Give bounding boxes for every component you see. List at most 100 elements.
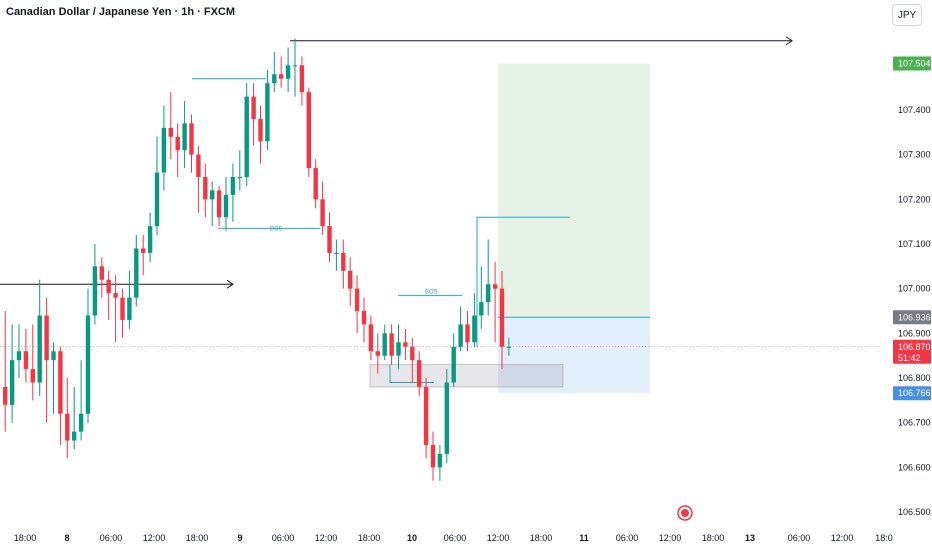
candle-body <box>23 351 29 370</box>
x-tick-label: 12:00 <box>659 533 682 543</box>
candle-body <box>58 351 63 414</box>
chart-title: Canadian Dollar / Japanese Yen · 1h · FX… <box>6 6 236 18</box>
x-tick-label: 18:0 <box>875 533 893 543</box>
bos-label: BOS <box>425 289 438 295</box>
candle-body <box>451 346 456 383</box>
candle-body <box>3 386 8 405</box>
x-tick-label: 10 <box>407 533 417 543</box>
candle-body <box>37 315 42 383</box>
candle-body <box>417 360 422 387</box>
profit-zone <box>498 63 650 318</box>
y-tick-label: 106.500 <box>898 507 931 517</box>
candle-body <box>182 123 187 151</box>
candle-body <box>265 83 270 142</box>
target-price-badge-text: 107.504 <box>898 59 931 69</box>
candle-body <box>403 342 408 347</box>
candle-body <box>423 386 429 446</box>
candle-body <box>272 74 277 84</box>
y-tick-label: 107.200 <box>898 194 931 204</box>
x-tick-label: 12:00 <box>487 533 510 543</box>
candle-body <box>85 315 91 414</box>
current-price-badge-countdown: 51:42 <box>898 353 921 363</box>
candle-body <box>210 190 215 200</box>
entry-price-badge <box>893 310 931 325</box>
candle-body <box>292 65 298 67</box>
candle-body <box>216 190 222 218</box>
candle-body <box>30 369 35 383</box>
candle-body <box>486 284 491 303</box>
current-price-badge <box>893 339 931 364</box>
candle-body <box>375 351 380 356</box>
candle-body <box>92 266 98 316</box>
candle-body <box>147 226 153 253</box>
candle-body <box>99 266 104 280</box>
candle-body <box>368 324 374 352</box>
event-marker-icon[interactable] <box>677 505 693 521</box>
candle-body <box>113 293 118 298</box>
candle-body <box>479 302 484 316</box>
candle-body <box>244 96 249 178</box>
candle-body <box>348 270 353 289</box>
x-tick-label: 18:00 <box>186 533 209 543</box>
candle-body <box>382 333 387 356</box>
candle-body <box>203 177 208 200</box>
x-tick-label: 06:00 <box>444 533 467 543</box>
candle-body <box>410 346 415 361</box>
x-tick-label: 18:00 <box>14 533 37 543</box>
candle-body <box>51 351 56 361</box>
entry-price-badge-text: 106.936 <box>898 312 931 322</box>
x-tick-label: 8 <box>64 533 69 543</box>
candle-body <box>354 288 360 312</box>
candle-body <box>9 360 15 405</box>
x-tick-label: 12:00 <box>831 533 854 543</box>
x-tick-label: 12:00 <box>143 533 166 543</box>
candle-body <box>251 96 256 119</box>
stop-price-badge-text: 106.766 <box>898 388 931 398</box>
y-tick-label: 107.000 <box>898 284 931 294</box>
candle-body <box>361 311 367 325</box>
x-tick-label: 06:00 <box>100 533 123 543</box>
candle-body <box>444 382 449 454</box>
event-marker-dot <box>681 509 689 517</box>
candle-body <box>168 127 173 137</box>
x-tick-label: 12:00 <box>315 533 338 543</box>
x-tick-label: 06:00 <box>788 533 811 543</box>
stop-price-badge <box>893 386 931 401</box>
currency-button[interactable]: JPY <box>892 4 922 26</box>
candle-body <box>499 288 505 347</box>
x-tick-label: 06:00 <box>272 533 295 543</box>
candle-body <box>472 315 477 343</box>
candle-body <box>127 297 132 320</box>
candle-body <box>458 324 463 347</box>
candle-body <box>299 65 305 93</box>
target-structure-line <box>476 216 570 347</box>
candle-body <box>306 92 311 169</box>
x-tick-label: 13 <box>745 533 755 543</box>
x-tick-label: 18:00 <box>702 533 725 543</box>
y-tick-label: 106.700 <box>898 418 931 428</box>
candle-body <box>16 351 22 361</box>
y-tick-label: 106.600 <box>898 462 931 472</box>
y-tick-label: 106.800 <box>898 373 931 383</box>
x-tick-label: 18:00 <box>530 533 553 543</box>
candle-body <box>44 315 49 361</box>
candle-body <box>258 118 263 142</box>
x-tick-label: 18:00 <box>358 533 381 543</box>
current-price-badge-text: 106.870 <box>898 342 931 352</box>
candle-body <box>465 324 470 343</box>
y-tick-label: 107.100 <box>898 239 931 249</box>
support-level-line-arrow <box>226 279 234 289</box>
candle-body <box>430 445 436 468</box>
candle-body <box>279 74 284 79</box>
candle-body <box>334 252 339 254</box>
candle-body <box>154 172 160 227</box>
candle-body <box>189 123 194 155</box>
candle-body <box>506 346 512 348</box>
candle-body <box>161 127 167 173</box>
candle-body <box>285 65 291 79</box>
candle-body <box>320 199 325 227</box>
candle-body <box>106 279 111 294</box>
y-tick-label: 107.300 <box>898 150 931 160</box>
x-tick-label: 06:00 <box>616 533 639 543</box>
